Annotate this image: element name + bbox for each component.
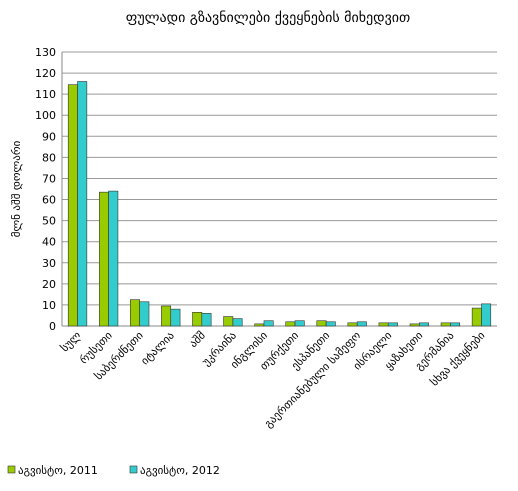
legend-swatch <box>129 465 138 474</box>
bar <box>294 320 305 327</box>
bar <box>201 313 212 327</box>
bar <box>192 311 203 327</box>
bar <box>161 305 172 327</box>
y-tick-label: 50 <box>42 215 56 228</box>
bar <box>232 318 243 327</box>
y-tick-label: 100 <box>35 109 56 122</box>
y-tick-label: 120 <box>35 67 56 80</box>
x-tick-label: იტალია <box>138 329 177 368</box>
x-tick-label: სულ <box>58 329 84 355</box>
bar <box>130 299 140 327</box>
y-axis-label: მლნ აშშ დოლარი <box>10 140 23 237</box>
y-tick-label: 60 <box>42 194 56 207</box>
bar <box>98 191 109 327</box>
bar <box>471 307 482 327</box>
bar <box>285 321 296 327</box>
legend-label: აგვისტო, 2011 <box>18 464 98 477</box>
legend-swatch <box>7 465 16 474</box>
y-tick-label: 0 <box>49 320 56 333</box>
y-tick-label: 20 <box>42 278 56 291</box>
bar <box>356 321 367 327</box>
bar <box>409 323 420 327</box>
bar <box>387 322 398 327</box>
y-tick-label: 30 <box>42 257 56 270</box>
y-tick-label: 80 <box>42 151 56 164</box>
bar <box>254 323 265 327</box>
chart-title: ფულადი გზავნილები ქვეყნების მიხედვით <box>126 10 410 26</box>
bar <box>440 322 451 327</box>
bar <box>450 322 461 327</box>
y-tick-label: 40 <box>42 236 56 249</box>
bar <box>481 303 492 327</box>
bar <box>108 190 119 327</box>
bar <box>223 316 234 327</box>
x-tick-label: აშშ <box>187 329 208 350</box>
bar <box>347 322 358 327</box>
y-tick-label: 70 <box>42 172 56 185</box>
bar <box>419 322 429 327</box>
y-tick-label: 130 <box>35 46 56 59</box>
bar <box>139 301 150 327</box>
bar <box>316 320 327 327</box>
bar <box>67 84 78 327</box>
bar <box>77 81 88 327</box>
bar <box>378 322 389 327</box>
x-tick-label: სხვა ქვეყნები <box>428 329 488 389</box>
bar <box>170 308 181 327</box>
bar <box>325 321 336 327</box>
y-tick-label: 10 <box>42 299 56 312</box>
y-tick-label: 90 <box>42 130 56 143</box>
bar <box>263 320 274 327</box>
y-tick-label: 110 <box>35 88 56 101</box>
legend-label: აგვისტო, 2012 <box>140 464 220 477</box>
